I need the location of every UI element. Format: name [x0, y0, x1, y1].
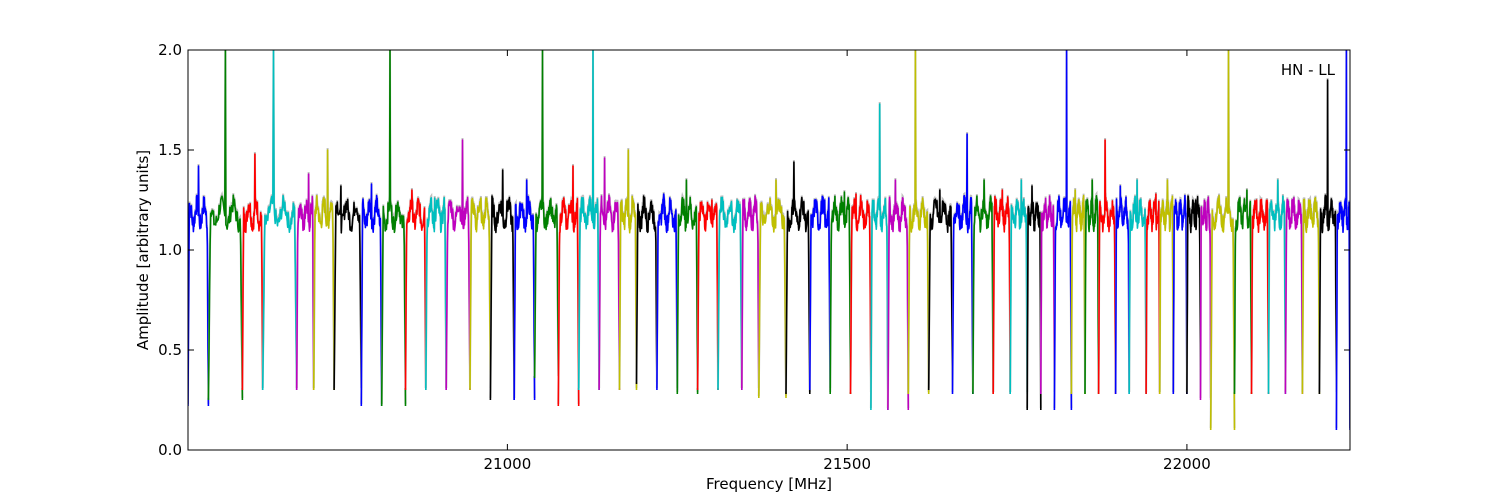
series-line-30 — [849, 193, 872, 395]
series-line-58 — [1318, 79, 1338, 395]
series-line-40 — [1040, 195, 1056, 395]
series-line-59 — [1335, 50, 1350, 431]
series-line-12 — [469, 197, 492, 391]
ticks-layer: 21000 21500 22000 0.0 0.5 1.0 1.5 2.0 — [158, 41, 1350, 473]
series-shadow-25 — [740, 193, 760, 389]
series-line-2 — [241, 153, 264, 391]
series-line-29 — [829, 191, 852, 395]
series-line-26 — [758, 179, 787, 399]
series-shadow-37 — [992, 187, 1012, 393]
series-shadow-30 — [849, 191, 872, 393]
series-line-32 — [887, 179, 910, 411]
series-shadow-44 — [1097, 137, 1117, 393]
series-shadow-49 — [1172, 193, 1188, 393]
series-line-54 — [1250, 198, 1270, 395]
series-line-9 — [404, 189, 427, 391]
series-line-56 — [1284, 196, 1304, 395]
series-line-39 — [1026, 185, 1042, 411]
series-line-20 — [635, 195, 658, 385]
y-tick-label-0: 0.0 — [158, 441, 182, 459]
series-line-5 — [312, 149, 335, 391]
y-tick-label-1: 0.5 — [158, 341, 182, 359]
series-line-51 — [1199, 196, 1212, 401]
series-line-22 — [676, 179, 699, 395]
series-line-28 — [809, 195, 831, 391]
y-tick-label-3: 1.5 — [158, 141, 182, 159]
series-shadow-16 — [557, 163, 580, 405]
series-line-15 — [533, 50, 560, 379]
series-shadow-23 — [696, 197, 719, 389]
series-line-18 — [598, 157, 621, 391]
series-shadow-24 — [717, 195, 743, 389]
series-line-17 — [577, 50, 600, 391]
series-line-38 — [1009, 179, 1028, 395]
series-line-43 — [1084, 179, 1100, 395]
x-tick-label-2: 22000 — [1163, 455, 1211, 473]
series-line-42 — [1070, 189, 1086, 395]
series-line-33 — [907, 50, 930, 395]
series-shadow-57 — [1301, 194, 1321, 393]
series-line-24 — [717, 196, 743, 391]
series-line-34 — [927, 189, 954, 391]
series-shadow-2 — [241, 151, 264, 389]
series-line-27 — [785, 161, 811, 395]
y-tick-label-2: 1.0 — [158, 241, 182, 259]
series-line-35 — [951, 133, 974, 395]
series-line-46 — [1128, 179, 1147, 395]
series-line-10 — [425, 196, 447, 391]
series-shadow-56 — [1284, 195, 1304, 393]
series-line-41 — [1053, 50, 1073, 411]
series-shadow-35 — [951, 131, 974, 393]
series-line-55 — [1267, 179, 1287, 395]
series-line-37 — [992, 189, 1011, 395]
series-line-47 — [1145, 193, 1161, 395]
series-line-11 — [445, 139, 471, 391]
series-line-45 — [1114, 185, 1130, 395]
series-line-50 — [1186, 195, 1202, 395]
series-line-16 — [557, 165, 580, 407]
y-axis-label: Amplitude [arbitrary units] — [134, 150, 152, 350]
series-line-23 — [696, 199, 719, 391]
series-line-49 — [1172, 194, 1188, 395]
series-shadow-6 — [333, 183, 363, 389]
series-shadow-17 — [577, 50, 601, 389]
series-line-0 — [188, 165, 210, 407]
series-line-52 — [1209, 50, 1236, 431]
series-line-3 — [261, 50, 298, 391]
series-shadow-12 — [469, 195, 492, 389]
series-line-4 — [295, 173, 315, 391]
series-line-48 — [1158, 179, 1175, 395]
series-shadow-18 — [598, 155, 621, 389]
series-line-8 — [380, 50, 407, 407]
series-layer — [188, 50, 1350, 431]
series-line-57 — [1301, 196, 1321, 395]
series-shadow-5 — [312, 147, 336, 389]
series-shadow-11 — [445, 137, 471, 389]
series-line-6 — [333, 185, 363, 391]
series-line-44 — [1097, 139, 1117, 395]
series-line-31 — [870, 103, 889, 411]
series-line-14 — [513, 179, 536, 401]
series-line-25 — [741, 195, 760, 391]
series-line-1 — [207, 50, 244, 401]
series-shadow-59 — [1335, 50, 1350, 429]
series-line-13 — [489, 169, 515, 401]
series-shadow-42 — [1070, 187, 1086, 393]
series-line-53 — [1233, 189, 1253, 395]
x-axis-label: Frequency [MHz] — [706, 475, 832, 493]
y-tick-label-4: 2.0 — [158, 41, 182, 59]
series-shadow-52 — [1209, 50, 1236, 429]
series-line-36 — [972, 179, 994, 395]
x-tick-label-0: 21000 — [484, 455, 532, 473]
series-line-7 — [360, 183, 383, 407]
spectrum-annotation: HN - LL — [1281, 61, 1336, 79]
series-shadow-27 — [785, 159, 811, 393]
x-tick-label-1: 21500 — [823, 455, 871, 473]
series-line-21 — [656, 193, 679, 391]
series-line-19 — [618, 149, 638, 391]
